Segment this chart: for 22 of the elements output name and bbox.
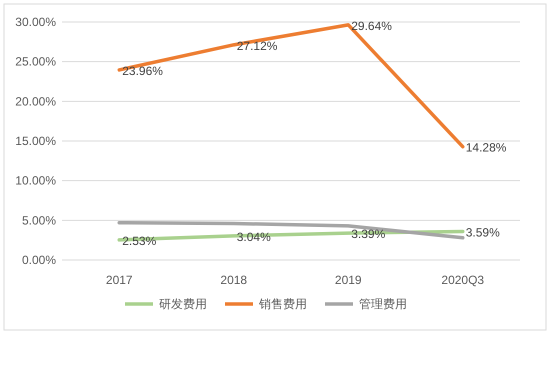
line-series <box>118 23 464 148</box>
y-tick-label: 20.00% <box>15 94 56 108</box>
data-label: 14.28% <box>466 140 507 155</box>
data-label: 3.59% <box>466 226 500 240</box>
y-tick-label: 10.00% <box>15 174 56 188</box>
y-tick-label: 25.00% <box>15 54 56 69</box>
data-label: 3.04% <box>236 230 272 244</box>
y-tick-label: 0.00% <box>22 253 56 267</box>
legend-label: 研发费用 <box>159 297 207 311</box>
data-label: 27.12% <box>236 38 278 53</box>
y-tick-label: 15.00% <box>15 134 56 148</box>
x-tick-label: 2019 <box>334 273 362 287</box>
x-tick-label: 2020Q3 <box>441 273 484 287</box>
legend-label: 管理费用 <box>359 297 407 311</box>
y-tick-label: 30.00% <box>15 15 56 29</box>
data-label: 23.96% <box>122 64 164 78</box>
data-label: 29.64% <box>351 18 392 33</box>
data-label: 3.39% <box>351 227 386 242</box>
legend-label: 销售费用 <box>258 297 307 311</box>
x-tick-label: 2018 <box>220 273 248 287</box>
y-tick-label: 5.00% <box>22 213 56 228</box>
x-tick-label: 2017 <box>106 273 133 287</box>
